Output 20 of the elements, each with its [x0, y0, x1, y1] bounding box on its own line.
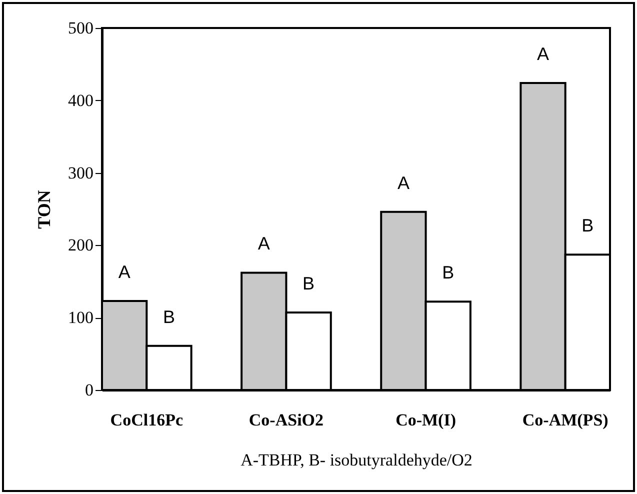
- x-tick-label: Co-M(I): [396, 410, 456, 430]
- y-axis-title: TON: [34, 190, 54, 229]
- y-tick-label: 200: [68, 236, 94, 255]
- x-tick-label: Co-ASiO2: [248, 410, 324, 430]
- y-tick-label: 500: [68, 18, 94, 38]
- y-tick-label: 0: [85, 380, 94, 400]
- series-label: A: [258, 234, 270, 254]
- x-axis-title: A-TBHP, B- isobutyraldehyde/O2: [240, 450, 472, 470]
- y-tick-label: 300: [68, 163, 94, 182]
- text: A: [537, 44, 550, 64]
- y-tick-label: 100: [68, 308, 94, 328]
- text: B: [582, 216, 594, 236]
- text: B: [302, 274, 315, 294]
- text: B: [442, 262, 454, 283]
- x-tick-label: Co-AM(PS): [522, 410, 608, 430]
- series-label: B: [162, 306, 175, 327]
- text: A: [397, 172, 410, 193]
- y-tick-label: 400: [68, 90, 94, 110]
- text: A: [118, 262, 130, 282]
- x-tick-label: CoCl16Pc: [110, 410, 184, 430]
